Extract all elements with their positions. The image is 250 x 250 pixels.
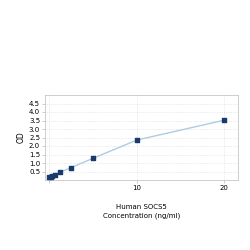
Point bbox=[69, 166, 73, 170]
Point bbox=[49, 175, 53, 179]
Point bbox=[53, 173, 57, 177]
Point bbox=[135, 138, 139, 142]
Text: Human SOCS5: Human SOCS5 bbox=[116, 204, 166, 210]
Text: Concentration (ng/ml): Concentration (ng/ml) bbox=[103, 212, 180, 219]
Point bbox=[48, 175, 52, 179]
Point bbox=[222, 118, 226, 122]
Point bbox=[50, 174, 54, 178]
Point bbox=[91, 156, 95, 160]
Y-axis label: OD: OD bbox=[17, 132, 26, 143]
Point bbox=[58, 170, 62, 174]
